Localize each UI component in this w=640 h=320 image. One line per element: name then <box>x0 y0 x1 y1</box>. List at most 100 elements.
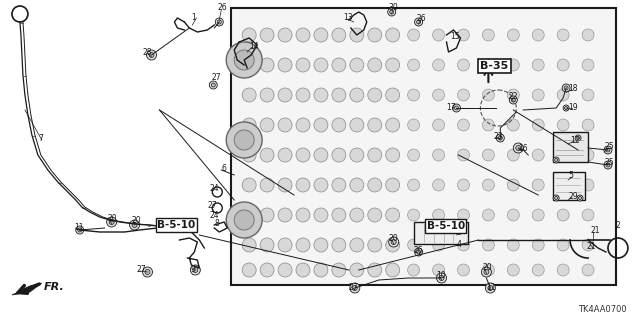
Circle shape <box>458 59 469 71</box>
Circle shape <box>227 202 262 238</box>
Circle shape <box>497 134 504 142</box>
Circle shape <box>458 209 469 221</box>
Circle shape <box>278 148 292 162</box>
Text: 28: 28 <box>143 47 152 57</box>
Circle shape <box>458 119 469 131</box>
Text: 26: 26 <box>413 245 423 254</box>
Text: 23: 23 <box>493 132 503 140</box>
Circle shape <box>368 28 381 42</box>
Circle shape <box>278 118 292 132</box>
Circle shape <box>278 208 292 222</box>
Circle shape <box>575 135 581 141</box>
Circle shape <box>350 283 360 293</box>
Text: 30: 30 <box>388 3 399 12</box>
Circle shape <box>386 118 399 132</box>
Circle shape <box>145 269 150 275</box>
Circle shape <box>314 28 328 42</box>
Circle shape <box>242 263 256 277</box>
Text: 7: 7 <box>38 133 43 142</box>
Circle shape <box>332 238 346 252</box>
Text: B-5-10: B-5-10 <box>157 220 196 230</box>
Circle shape <box>278 238 292 252</box>
Circle shape <box>260 178 274 192</box>
Circle shape <box>350 238 364 252</box>
Text: 20: 20 <box>388 234 398 243</box>
Circle shape <box>296 238 310 252</box>
Circle shape <box>508 29 519 41</box>
Circle shape <box>555 158 557 162</box>
Text: 22: 22 <box>508 92 518 100</box>
Circle shape <box>433 119 445 131</box>
Circle shape <box>532 264 544 276</box>
Polygon shape <box>12 283 42 295</box>
Bar <box>413 222 468 244</box>
Text: 11: 11 <box>74 222 83 231</box>
Circle shape <box>582 89 594 101</box>
Circle shape <box>332 148 346 162</box>
Text: 20: 20 <box>108 213 117 222</box>
Circle shape <box>513 143 524 153</box>
Circle shape <box>242 238 256 252</box>
Circle shape <box>532 29 544 41</box>
Circle shape <box>386 148 399 162</box>
Text: 24: 24 <box>209 211 219 220</box>
Circle shape <box>458 239 469 251</box>
Circle shape <box>606 163 610 167</box>
Circle shape <box>433 29 445 41</box>
Circle shape <box>260 88 274 102</box>
Circle shape <box>582 209 594 221</box>
Circle shape <box>532 119 544 131</box>
Circle shape <box>433 209 445 221</box>
Circle shape <box>582 149 594 161</box>
Circle shape <box>296 178 310 192</box>
Circle shape <box>242 208 256 222</box>
Text: FR.: FR. <box>44 282 65 292</box>
Text: 20: 20 <box>132 215 141 225</box>
Circle shape <box>557 89 569 101</box>
Circle shape <box>511 98 515 102</box>
Circle shape <box>408 149 420 161</box>
Circle shape <box>606 148 610 152</box>
Circle shape <box>532 239 544 251</box>
Circle shape <box>433 264 445 276</box>
Circle shape <box>242 28 256 42</box>
Circle shape <box>577 195 583 201</box>
Circle shape <box>563 105 569 111</box>
Circle shape <box>452 104 460 112</box>
Circle shape <box>408 209 420 221</box>
Circle shape <box>557 59 569 71</box>
Circle shape <box>350 118 364 132</box>
Circle shape <box>433 89 445 101</box>
Circle shape <box>557 264 569 276</box>
Circle shape <box>582 239 594 251</box>
Circle shape <box>368 238 381 252</box>
Circle shape <box>368 88 381 102</box>
Circle shape <box>278 58 292 72</box>
Circle shape <box>211 83 215 87</box>
Circle shape <box>143 267 152 277</box>
Circle shape <box>433 239 445 251</box>
Circle shape <box>483 29 494 41</box>
Circle shape <box>314 148 328 162</box>
Circle shape <box>458 29 469 41</box>
Circle shape <box>227 42 262 78</box>
Circle shape <box>433 59 445 71</box>
Circle shape <box>193 268 198 273</box>
Circle shape <box>350 28 364 42</box>
Circle shape <box>508 119 519 131</box>
Bar <box>231 8 616 285</box>
Text: 4: 4 <box>456 239 461 249</box>
Circle shape <box>314 88 328 102</box>
Circle shape <box>415 248 422 256</box>
Text: 27: 27 <box>211 73 221 82</box>
Circle shape <box>417 250 420 254</box>
Circle shape <box>532 149 544 161</box>
Circle shape <box>368 148 381 162</box>
Circle shape <box>604 146 612 154</box>
Circle shape <box>278 178 292 192</box>
Circle shape <box>386 28 399 42</box>
Circle shape <box>386 208 399 222</box>
Circle shape <box>483 59 494 71</box>
Circle shape <box>260 148 274 162</box>
Text: 21: 21 <box>590 226 600 235</box>
